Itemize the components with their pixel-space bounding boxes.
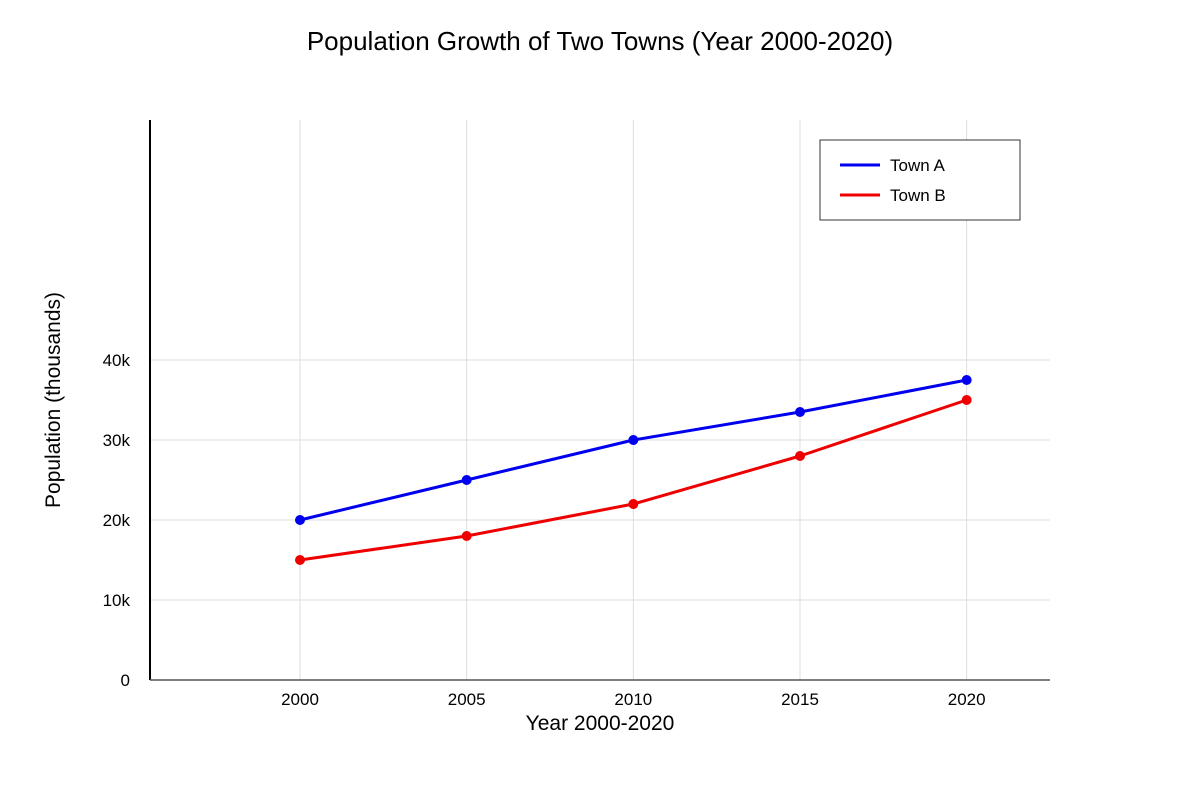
data-point	[795, 451, 805, 461]
x-tick-label: 2015	[781, 690, 819, 709]
x-tick-label: 2000	[281, 690, 319, 709]
data-point	[961, 395, 972, 405]
chart-title: Population Growth of Two Towns (Year 200…	[307, 26, 893, 56]
data-point	[461, 531, 472, 541]
data-point	[795, 407, 805, 417]
data-point	[461, 475, 472, 485]
y-tick-label: 0	[121, 671, 130, 690]
y-tick-label: 40k	[103, 351, 131, 370]
data-point	[628, 499, 639, 509]
x-axis-label: Year 2000-2020	[526, 712, 675, 735]
y-axis-label: Population (thousands)	[42, 292, 65, 508]
y-tick-label: 30k	[103, 431, 131, 450]
data-point	[628, 435, 639, 445]
data-point	[295, 515, 305, 525]
data-point	[295, 555, 305, 565]
legend-label: Town B	[890, 186, 946, 205]
legend-label: Town A	[890, 156, 945, 175]
y-tick-label: 20k	[103, 511, 131, 530]
x-tick-label: 2020	[948, 690, 986, 709]
legend: Town A Town B	[819, 139, 1021, 221]
series-lines	[295, 375, 972, 565]
axes	[149, 120, 1050, 681]
x-tick-label: 2010	[614, 690, 652, 709]
x-tick-label: 2005	[448, 690, 486, 709]
legend-box	[819, 139, 1021, 221]
tick-labels: 2000 2005 2010 2015 2020 0 10k 20k 30k 40k	[103, 351, 986, 709]
data-point	[961, 375, 972, 385]
y-tick-label: 10k	[103, 591, 131, 610]
